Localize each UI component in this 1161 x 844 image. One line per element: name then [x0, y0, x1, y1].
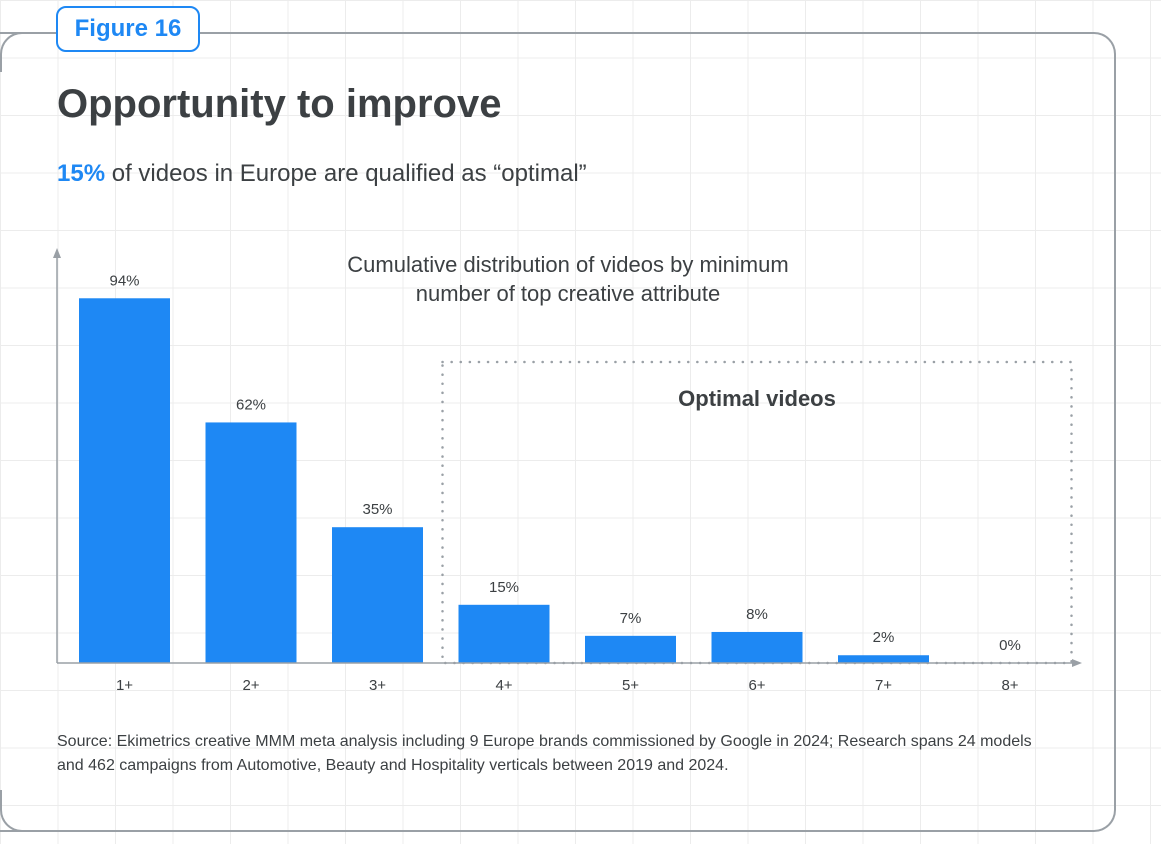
figure-card	[0, 32, 1116, 832]
chart-title: Cumulative distribution of videos by min…	[347, 252, 788, 306]
bar	[332, 527, 423, 663]
x-axis-arrow	[1072, 659, 1082, 667]
figure-card-corner	[0, 790, 40, 832]
bar	[205, 422, 297, 663]
subtitle: 15% of videos in Europe are qualified as…	[57, 160, 587, 188]
x-tick-label: 5+	[622, 677, 639, 694]
figure-label: Figure 16	[56, 6, 200, 52]
data-label: 35%	[362, 501, 392, 518]
x-tick-label: 4+	[495, 677, 512, 694]
bar	[711, 631, 803, 663]
y-axis-arrow	[53, 248, 61, 258]
x-tick-label: 6+	[748, 677, 765, 694]
data-label: 7%	[620, 610, 642, 627]
x-tick-label: 3+	[369, 677, 386, 694]
x-tick-label: 2+	[242, 677, 259, 694]
bar	[585, 635, 676, 663]
figure-card-corner	[0, 32, 60, 72]
x-tick-labels: 1+ 2+ 3+ 4+ 5+ 6+ 7+ 8+	[116, 677, 1019, 694]
chart-title-line: number of top creative attribute	[416, 281, 721, 306]
bar	[458, 604, 550, 663]
subtitle-highlight: 15%	[57, 160, 106, 187]
subtitle-text: of videos in Europe are qualified as “op…	[105, 160, 587, 187]
data-label: 2%	[873, 629, 895, 646]
data-label: 0%	[999, 637, 1021, 654]
data-label: 94%	[109, 272, 139, 289]
x-tick-label: 8+	[1001, 677, 1018, 694]
page-title: Opportunity to improve	[57, 82, 502, 126]
data-label: 62%	[236, 396, 266, 413]
optimal-videos-label: Optimal videos	[678, 386, 836, 411]
data-label: 15%	[489, 579, 519, 596]
bar	[79, 298, 170, 663]
source-note: Source: Ekimetrics creative MMM meta ana…	[57, 733, 1032, 774]
bar	[838, 655, 929, 663]
bars: 94% 62% 35% 15% 7% 8% 2% 0%	[79, 272, 1021, 663]
chart-title-line: Cumulative distribution of videos by min…	[347, 252, 788, 277]
data-label: 8%	[746, 606, 768, 623]
x-tick-label: 7+	[875, 677, 892, 694]
x-tick-label: 1+	[116, 677, 133, 694]
